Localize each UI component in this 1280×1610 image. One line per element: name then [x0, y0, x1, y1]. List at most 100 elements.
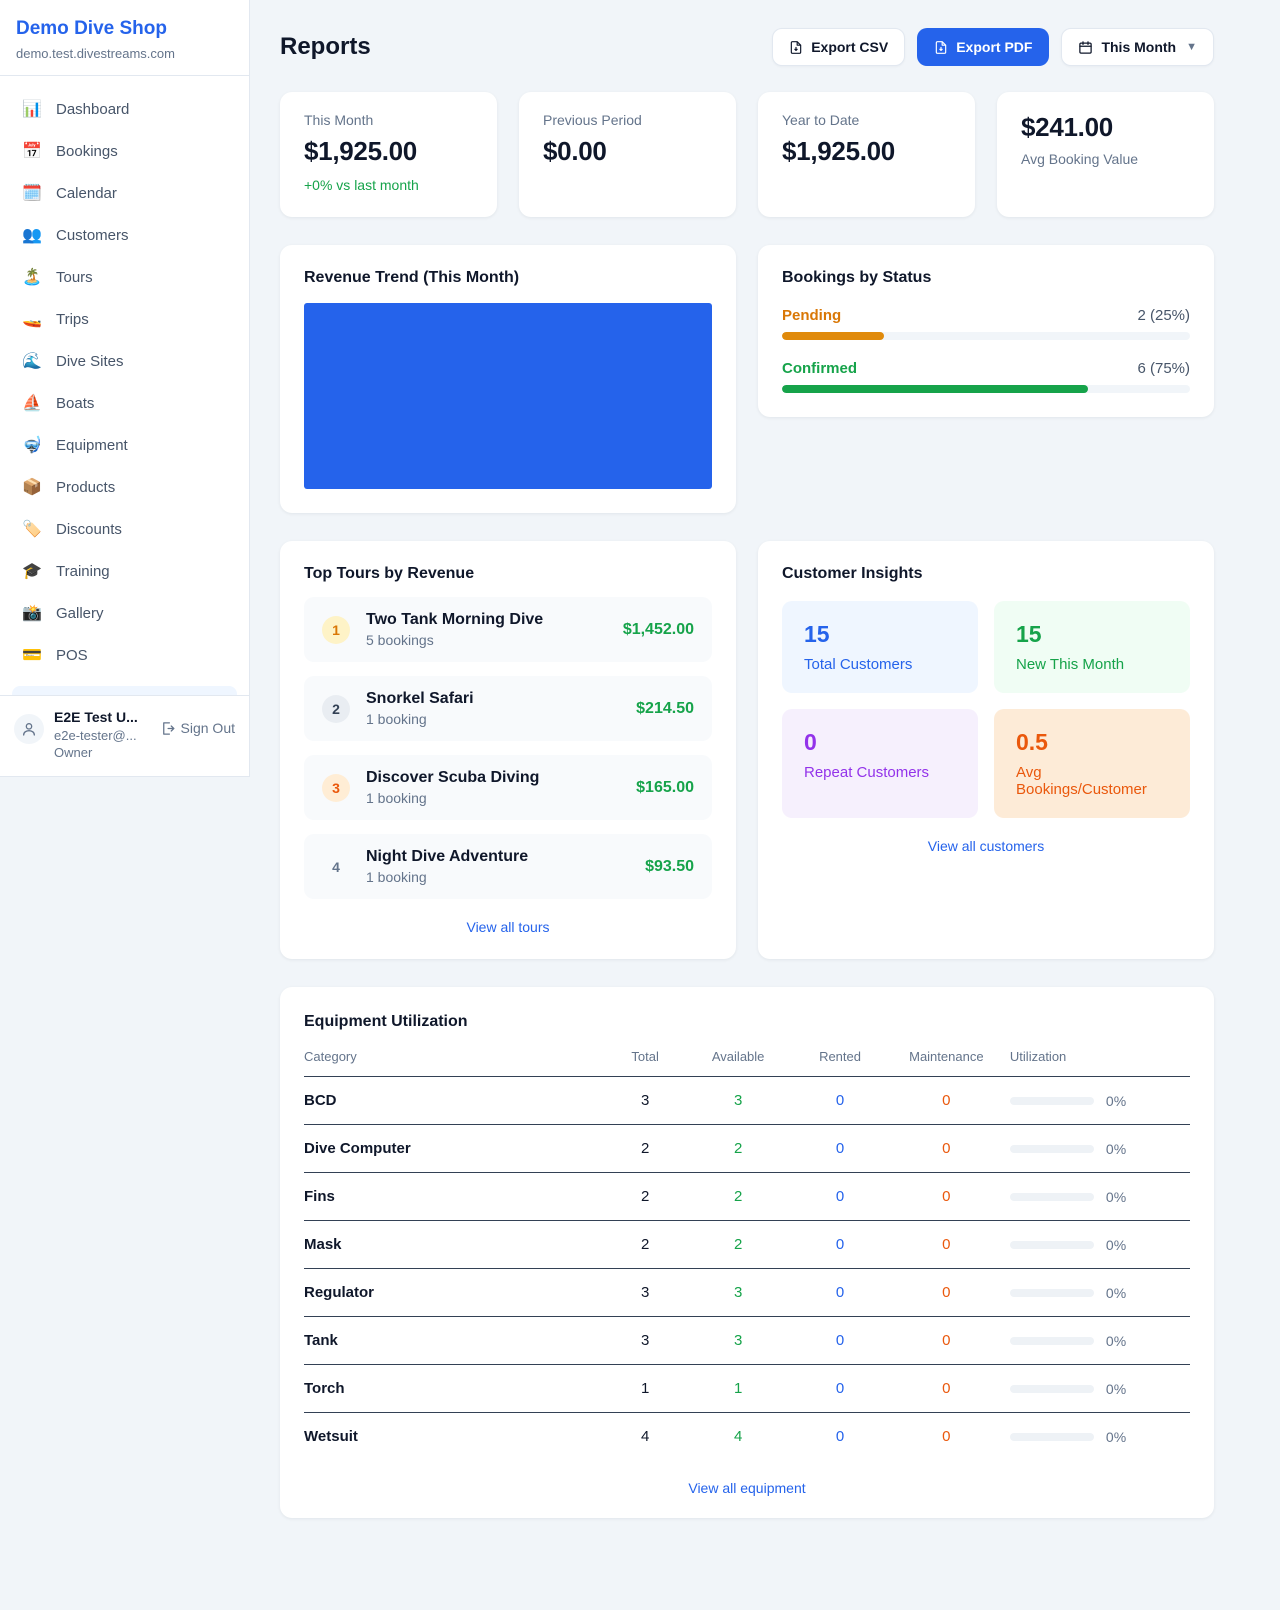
user-email: e2e-tester@...	[54, 727, 137, 743]
equipment-utilization-title: Equipment Utilization	[304, 1013, 468, 1030]
sidebar-item-gallery[interactable]: 📸 Gallery	[10, 592, 239, 634]
bar-chart-icon: 📊	[22, 101, 42, 118]
bookings-by-status-card: Bookings by Status Pending 2 (25%) Confi…	[758, 245, 1214, 417]
status-row-pending: Pending 2 (25%)	[782, 307, 1190, 340]
sidebar-item-training[interactable]: 🎓 Training	[10, 550, 239, 592]
sidebar-item-pos[interactable]: 💳 POS	[10, 634, 239, 676]
tile-value: 0.5	[1016, 729, 1048, 755]
credit-card-icon: 💳	[22, 647, 42, 664]
sidebar-item-products[interactable]: 📦 Products	[10, 466, 239, 508]
tile-repeat-customers: 0 Repeat Customers	[782, 709, 978, 818]
sign-out-button[interactable]: Sign Out	[160, 720, 235, 736]
utilization-bar	[1009, 1192, 1094, 1201]
utilization-bar	[1009, 1240, 1094, 1249]
sidebar-item-label: Discounts	[56, 520, 122, 538]
col-utilization: Utilization	[1003, 1049, 1190, 1077]
tile-label: Total Customers	[804, 656, 913, 673]
main-content: Reports Export CSV Export PDF This Month…	[250, 0, 1280, 1568]
tour-name: Snorkel Safari	[366, 690, 474, 707]
shop-name: Demo Dive Shop	[16, 18, 167, 39]
sidebar-item-boats[interactable]: ⛵ Boats	[10, 382, 239, 424]
header-actions: Export CSV Export PDF This Month ▼	[772, 28, 1214, 66]
status-label: Confirmed	[782, 360, 857, 377]
tour-revenue: $93.50	[645, 857, 694, 875]
stat-value: $0.00	[543, 136, 607, 166]
shop-domain: demo.test.divestreams.com	[16, 46, 175, 61]
chevron-down-icon: ▼	[1186, 41, 1197, 53]
tour-row: 3 Discover Scuba Diving 1 booking $165.00	[304, 755, 712, 820]
view-all-equipment-link[interactable]: View all equipment	[688, 1480, 806, 1496]
equipment-table: Category Total Available Rented Maintena…	[304, 1049, 1190, 1460]
calendar-icon	[1079, 40, 1093, 54]
sidebar-item-reports-partial[interactable]	[12, 686, 237, 695]
sidebar-nav: 📊 Dashboard 📅 Bookings 🗓️ Calendar 👥 Custome…	[0, 76, 249, 695]
tile-label: Avg Bookings/Customer	[1016, 764, 1147, 798]
table-row: BCD 3 3 0 0 0%	[304, 1076, 1190, 1125]
tour-name: Discover Scuba Diving	[366, 769, 540, 786]
stat-label: Year to Date	[782, 112, 860, 128]
top-tours-card: Top Tours by Revenue 1 Two Tank Morning …	[280, 541, 736, 959]
col-available: Available	[684, 1049, 792, 1077]
camera-icon: 📸	[22, 605, 42, 622]
tour-revenue: $214.50	[636, 699, 694, 717]
diving-mask-icon: 🤿	[22, 437, 42, 454]
view-all-tours-link[interactable]: View all tours	[466, 919, 550, 935]
tour-revenue: $1,452.00	[622, 620, 694, 638]
utilization-bar	[1009, 1384, 1094, 1393]
sidebar-item-dashboard[interactable]: 📊 Dashboard	[10, 88, 239, 130]
tour-bookings: 1 booking	[366, 869, 427, 885]
tile-value: 15	[804, 621, 830, 647]
sidebar-item-label: POS	[56, 646, 88, 664]
sidebar-item-customers[interactable]: 👥 Customers	[10, 214, 239, 256]
sidebar-item-label: Dashboard	[56, 100, 130, 118]
utilization-bar	[1009, 1144, 1094, 1153]
rank-badge: 3	[322, 773, 350, 802]
sidebar-item-discounts[interactable]: 🏷️ Discounts	[10, 508, 239, 550]
sidebar-item-calendar[interactable]: 🗓️ Calendar	[10, 172, 239, 214]
stat-card-previous-period: Previous Period $0.00	[519, 92, 736, 217]
stat-value: $241.00	[1021, 112, 1113, 142]
progress-track	[782, 332, 1190, 340]
equipment-utilization-card: Equipment Utilization Category Total Ava…	[280, 987, 1214, 1518]
sidebar-item-label: Calendar	[56, 184, 117, 202]
export-csv-button[interactable]: Export CSV	[772, 28, 906, 66]
tile-value: 0	[804, 729, 817, 755]
sidebar-item-equipment[interactable]: 🤿 Equipment	[10, 424, 239, 466]
sidebar-item-dive-sites[interactable]: 🌊 Dive Sites	[10, 340, 239, 382]
status-row-confirmed: Confirmed 6 (75%)	[782, 360, 1190, 393]
utilization-bar	[1009, 1288, 1094, 1297]
rank-badge: 1	[322, 615, 350, 644]
revenue-trend-chart	[304, 303, 712, 489]
tour-bookings: 1 booking	[366, 711, 427, 727]
table-row: Regulator 3 3 0 0 0%	[304, 1268, 1190, 1317]
user-meta: E2E Test U... e2e-tester@... Owner	[54, 708, 138, 762]
stat-cards: This Month $1,925.00 +0% vs last month P…	[280, 92, 1214, 217]
table-row: Mask 2 2 0 0 0%	[304, 1220, 1190, 1269]
utilization-bar	[1009, 1432, 1094, 1441]
sidebar-item-label: Gallery	[56, 604, 104, 622]
col-maintenance: Maintenance	[888, 1049, 1004, 1077]
tile-new-this-month: 15 New This Month	[994, 601, 1190, 693]
sidebar-item-trips[interactable]: 🚤 Trips	[10, 298, 239, 340]
export-pdf-button[interactable]: Export PDF	[917, 28, 1050, 66]
sidebar-item-label: Customers	[56, 226, 129, 244]
sidebar-item-bookings[interactable]: 📅 Bookings	[10, 130, 239, 172]
progress-fill	[782, 332, 884, 340]
user-role: Owner	[54, 745, 93, 761]
sidebar-item-tours[interactable]: 🏝️ Tours	[10, 256, 239, 298]
view-all-customers-link[interactable]: View all customers	[927, 838, 1045, 854]
status-count: 6 (75%)	[1137, 360, 1190, 377]
status-label: Pending	[782, 307, 842, 324]
sidebar: Demo Dive Shop demo.test.divestreams.com…	[0, 0, 250, 777]
calendar-icon: 🗓️	[22, 185, 42, 202]
user-name: E2E Test U...	[54, 709, 138, 725]
sidebar-item-label: Training	[56, 562, 110, 580]
stat-label: Avg Booking Value	[1021, 151, 1139, 167]
period-dropdown[interactable]: This Month ▼	[1061, 28, 1214, 66]
tour-name: Two Tank Morning Dive	[366, 611, 544, 628]
stat-label: Previous Period	[543, 112, 642, 128]
user-box: E2E Test U... e2e-tester@... Owner Sign …	[0, 695, 249, 776]
progress-fill	[782, 385, 1088, 393]
progress-track	[782, 385, 1190, 393]
table-row: Torch 1 1 0 0 0%	[304, 1364, 1190, 1413]
